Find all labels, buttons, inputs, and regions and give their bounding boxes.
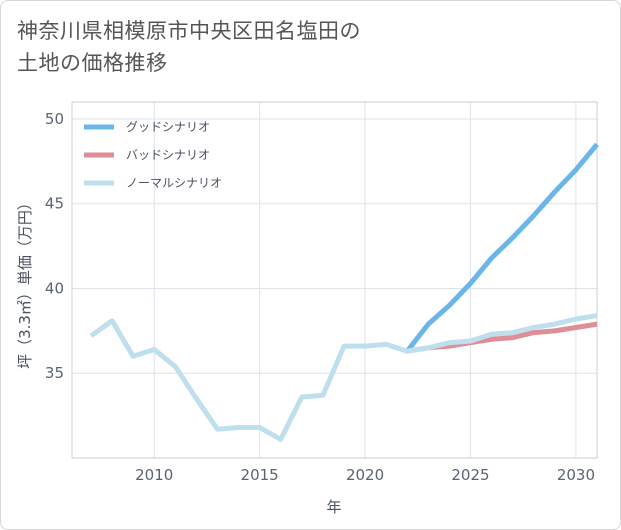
- x-axis-label: 年: [326, 498, 341, 516]
- y-axis-label: 坪（3.3㎡）単価（万円）: [16, 195, 34, 369]
- chart-title-line2: 土地の価格推移: [17, 51, 168, 75]
- legend-label-2: ノーマルシナリオ: [126, 176, 222, 190]
- y-tick-label: 50: [45, 110, 64, 128]
- x-tick-label: 2030: [557, 466, 595, 484]
- y-tick-label: 45: [45, 195, 64, 213]
- plot-frame: [71, 101, 598, 459]
- legend-label-0: グッドシナリオ: [126, 120, 210, 134]
- legend-label-1: バッドシナリオ: [126, 148, 210, 162]
- chart-title-line1: 神奈川県相模原市中央区田名塩田の: [17, 19, 361, 43]
- chart-title: 神奈川県相模原市中央区田名塩田の 土地の価格推移: [17, 15, 537, 79]
- series-line-0: [405, 142, 599, 353]
- y-tick-label: 35: [45, 364, 64, 382]
- series-lines: [89, 142, 599, 442]
- x-tick-label: 2010: [135, 466, 173, 484]
- series-line-2: [89, 313, 598, 442]
- tick-labels: 2010 2015 2020 2025 2030 35 40 45 50: [45, 110, 595, 484]
- y-tick-label: 40: [45, 279, 64, 297]
- x-tick-label: 2025: [451, 466, 489, 484]
- x-tick-label: 2020: [346, 466, 384, 484]
- x-tick-label: 2015: [241, 466, 279, 484]
